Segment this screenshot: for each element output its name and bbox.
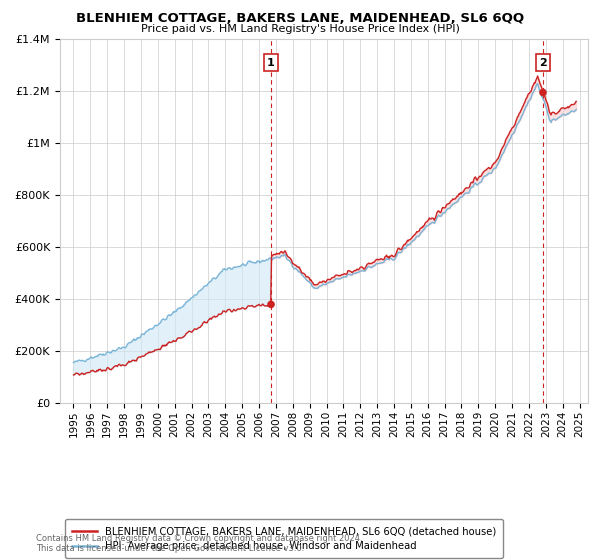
- Point: [266, 300, 276, 309]
- Legend: BLENHIEM COTTAGE, BAKERS LANE, MAIDENHEAD, SL6 6QQ (detached house), HPI: Averag: BLENHIEM COTTAGE, BAKERS LANE, MAIDENHEA…: [65, 519, 503, 558]
- Text: 1: 1: [267, 58, 275, 68]
- Point: [538, 88, 548, 97]
- Text: 2: 2: [539, 58, 547, 68]
- Text: BLENHIEM COTTAGE, BAKERS LANE, MAIDENHEAD, SL6 6QQ: BLENHIEM COTTAGE, BAKERS LANE, MAIDENHEA…: [76, 12, 524, 25]
- Text: Price paid vs. HM Land Registry's House Price Index (HPI): Price paid vs. HM Land Registry's House …: [140, 24, 460, 34]
- Text: Contains HM Land Registry data © Crown copyright and database right 2024.
This d: Contains HM Land Registry data © Crown c…: [36, 534, 362, 553]
